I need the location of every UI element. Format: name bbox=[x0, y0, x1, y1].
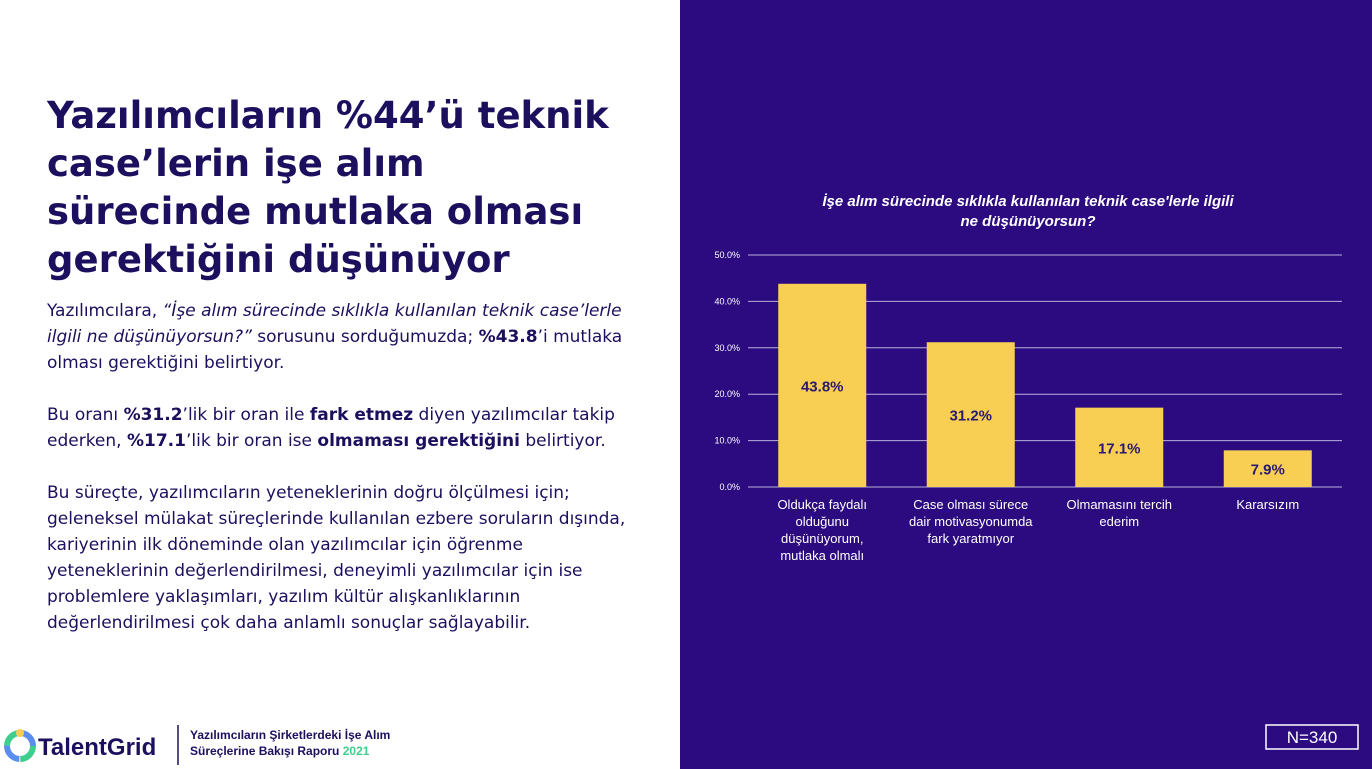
value-label: 43.8% bbox=[801, 378, 844, 395]
footer: TalentGrid Yazılımcıların Şirketlerdeki … bbox=[4, 725, 430, 765]
text-run: fark etmez bbox=[309, 405, 414, 425]
bar bbox=[778, 283, 867, 487]
x-tick-label: Olmamasını tercih ederim bbox=[1066, 497, 1172, 529]
paragraph: Bu süreçte, yazılımcıların yeteneklerini… bbox=[47, 480, 637, 636]
text-run: %43.8 bbox=[478, 327, 538, 347]
x-tick-label: Kararsızım bbox=[1236, 497, 1300, 512]
text-run: Yazılımcılara, bbox=[47, 301, 163, 321]
text-run: ’lik bir oran ile bbox=[182, 405, 310, 425]
text-run: diyen yazılımcılar takip ederken, bbox=[47, 405, 615, 451]
logo-icon bbox=[16, 729, 24, 737]
y-tick-label: 40.0% bbox=[714, 296, 740, 306]
text-run: %31.2 bbox=[123, 405, 183, 425]
x-tick-label: Oldukça faydalı olduğunu düşünüyorum, mu… bbox=[777, 497, 868, 563]
chart: İşe alım sürecinde sıklıkla kullanılan t… bbox=[714, 193, 1359, 750]
sample-box bbox=[1265, 724, 1359, 750]
y-tick-label: 50.0% bbox=[714, 250, 740, 260]
text-run: ’i mutlaka olması gerektiğini belirtiyor… bbox=[47, 327, 623, 373]
value-label: 31.2% bbox=[949, 408, 992, 425]
report-box: Yazılımcıların Şirketlerdeki İşe Alım Sü… bbox=[190, 727, 430, 759]
y-tick-label: 30.0% bbox=[714, 343, 740, 353]
text-run: sorusunu sorduğumuzda; bbox=[251, 327, 479, 347]
text-run: Bu oranı bbox=[47, 405, 124, 425]
y-tick-label: 20.0% bbox=[714, 389, 740, 399]
text-run: %17.1 bbox=[126, 431, 186, 451]
logo-icon bbox=[4, 730, 36, 762]
year: 2021 bbox=[342, 744, 370, 758]
y-tick-label: 10.0% bbox=[714, 436, 740, 446]
text-run: olmaması gerektiğini bbox=[317, 431, 520, 451]
bar bbox=[1223, 450, 1312, 487]
value-label: 17.1% bbox=[1098, 440, 1141, 457]
brand: TalentGrid bbox=[38, 734, 156, 761]
heading: Yazılımcıların %44’ü teknik case’lerin i… bbox=[47, 94, 609, 281]
body-text: Yazılımcılara, “İşe alım sürecinde sıklı… bbox=[47, 298, 637, 662]
paragraph: Bu oranı %31.2’lik bir oran ile fark etm… bbox=[47, 402, 637, 454]
value-label: 7.9% bbox=[1251, 462, 1285, 479]
text-run: Bu süreçte, yazılımcıların yeteneklerini… bbox=[47, 483, 626, 633]
text-run: ’lik bir oran ise bbox=[185, 431, 318, 451]
text-run: “İşe alım sürecinde sıklıkla kullanılan … bbox=[47, 301, 622, 347]
report: Yazılımcıların Şirketlerdeki İşe Alım Sü… bbox=[190, 728, 391, 758]
y-tick-label: 0.0% bbox=[719, 482, 740, 492]
report-title: Yazılımcıların Şirketlerdeki İşe Alım Sü… bbox=[190, 727, 430, 759]
chart-panel: İşe alım sürecinde sıklıkla kullanılan t… bbox=[680, 0, 1372, 769]
sample-size: N=340 bbox=[1287, 728, 1338, 747]
text-run: belirtiyor. bbox=[519, 431, 606, 451]
paragraph: Yazılımcılara, “İşe alım sürecinde sıklı… bbox=[47, 298, 637, 376]
bar bbox=[1075, 407, 1164, 487]
x-tick-label: Case olması sürece dair motivasyonumda f… bbox=[908, 497, 1033, 546]
chart-title: İşe alım sürecinde sıklıkla kullanılan t… bbox=[822, 193, 1234, 230]
bar bbox=[926, 342, 1015, 487]
